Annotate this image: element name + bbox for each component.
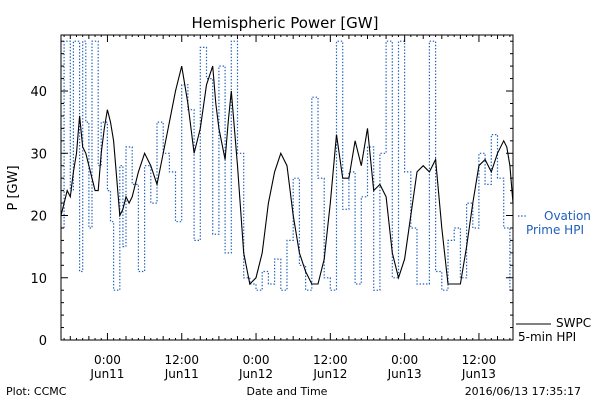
chart-title: Hemispheric Power [GW] — [192, 14, 379, 32]
legend-ovation-label-2: Prime HPI — [526, 223, 584, 237]
y-tick-label: 20 — [30, 210, 47, 225]
x-tick-date-label: Jun12 — [312, 367, 347, 381]
x-tick-date-label: Jun11 — [89, 367, 124, 381]
footer-credit: Plot: CCMC — [6, 385, 67, 398]
y-tick-label: 10 — [30, 272, 47, 287]
x-axis: 0:00Jun1112:00Jun110:00Jun1212:00Jun120:… — [63, 35, 511, 381]
x-tick-time-label: 12:00 — [462, 353, 497, 367]
x-tick-time-label: 12:00 — [164, 353, 199, 367]
x-tick-date-label: Jun13 — [387, 367, 422, 381]
legend: Ovation Prime HPI SWPC 5-min HPI — [516, 209, 591, 344]
plot-frame — [60, 34, 514, 341]
y-axis: 0 10 20 30 40 — [30, 40, 513, 349]
legend-swpc-label-1: SWPC — [556, 316, 591, 330]
ovation-prime-hpi-line — [61, 40, 513, 291]
footer-timestamp: 2016/06/13 17:35:17 — [465, 385, 581, 398]
x-tick-time-label: 0:00 — [94, 353, 121, 367]
x-tick-date-label: Jun11 — [164, 367, 199, 381]
x-tick-date-label: Jun12 — [238, 367, 273, 381]
x-tick-time-label: 12:00 — [313, 353, 348, 367]
y-tick-label: 0 — [39, 334, 47, 349]
x-tick-date-label: Jun13 — [461, 367, 496, 381]
legend-swpc-label-2: 5-min HPI — [518, 330, 576, 344]
y-tick-label: 30 — [30, 147, 47, 162]
x-axis-label: Date and Time — [247, 385, 328, 398]
legend-ovation-label-1: Ovation — [544, 209, 591, 223]
y-axis-label: P [GW] — [6, 165, 21, 210]
x-tick-time-label: 0:00 — [243, 353, 270, 367]
y-tick-label: 40 — [30, 85, 47, 100]
x-tick-time-label: 0:00 — [391, 353, 418, 367]
swpc-hpi-line — [61, 65, 513, 286]
